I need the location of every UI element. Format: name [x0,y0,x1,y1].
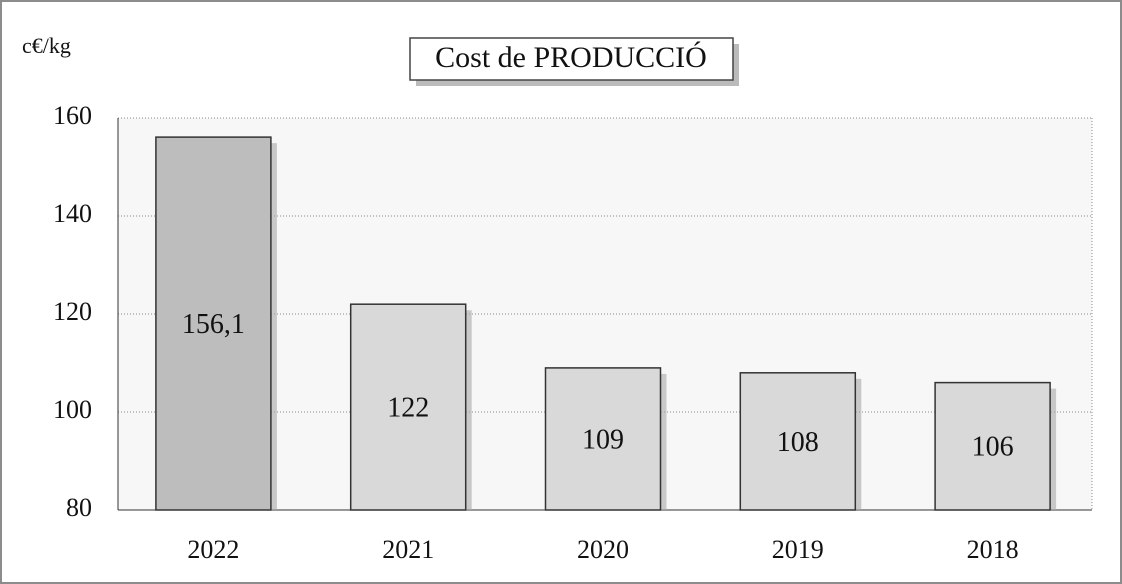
bar [349,303,467,511]
bar [934,381,1051,511]
data-label: 108 [777,427,819,458]
x-tick-label: 2021 [382,535,434,564]
y-axis-label: c€/kg [22,33,71,58]
y-tick-label: 80 [66,493,92,522]
y-tick-label: 120 [53,297,92,326]
x-tick-label: 2020 [577,535,629,564]
y-tick-label: 100 [53,395,92,424]
data-label: 106 [972,432,1014,463]
data-label: 156,1 [182,309,245,340]
y-tick-label: 160 [53,101,92,130]
bar [544,367,662,511]
data-label: 109 [582,424,624,455]
chart-title: Cost de PRODUCCIÓ [435,41,707,74]
bar [155,136,272,511]
x-tick-label: 2018 [967,535,1019,564]
x-tick-label: 2022 [187,535,239,564]
data-label: 122 [387,393,429,424]
y-tick-label: 140 [53,199,92,228]
title-box [409,37,734,81]
x-tick-label: 2019 [772,535,824,564]
bar [739,372,857,511]
